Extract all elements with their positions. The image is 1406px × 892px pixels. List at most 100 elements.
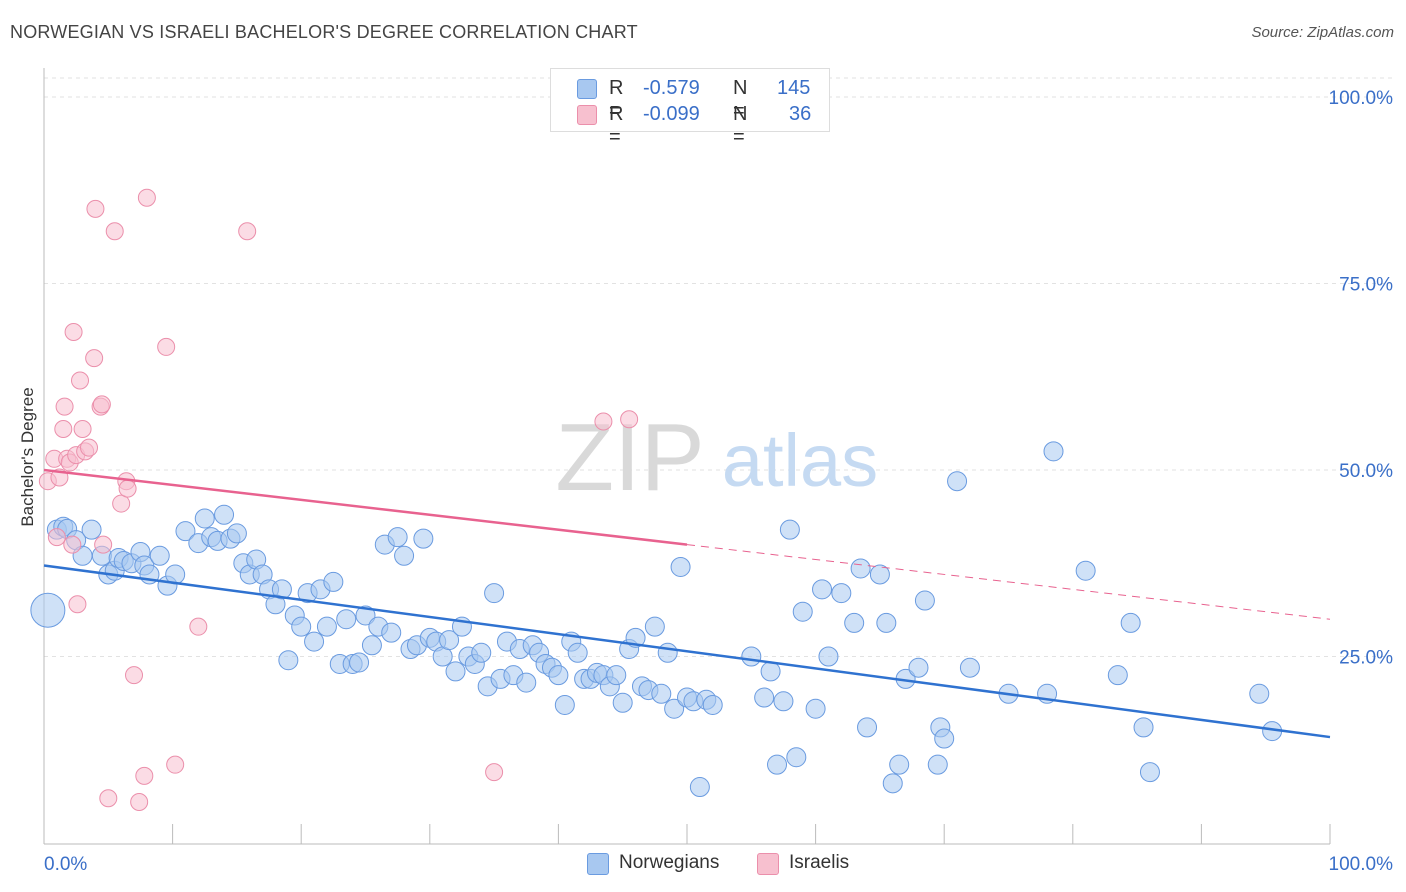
norwegian-point [664, 698, 685, 719]
norwegian-point [149, 545, 170, 566]
israeli-point [47, 528, 66, 547]
norwegian-point [1139, 762, 1160, 783]
norwegian-swatch [577, 79, 597, 99]
israeli-point [157, 337, 176, 356]
israeli-swatch [577, 105, 597, 125]
norwegian-point [413, 528, 434, 549]
israeli-point [85, 349, 104, 368]
x-tick-label-min: 0.0% [44, 854, 87, 875]
norwegian-point [606, 665, 627, 686]
norwegian-point [670, 556, 691, 577]
israeli-point [54, 419, 73, 438]
israeli-point [94, 535, 113, 554]
norwegian-point [291, 616, 312, 637]
israeli-point [68, 595, 87, 614]
norwegian-point [175, 521, 196, 542]
norwegian-point [882, 773, 903, 794]
norwegian-point [214, 504, 235, 525]
legend-r-label: R = [609, 103, 624, 148]
norwegian-point [1120, 612, 1141, 633]
norwegian-point [844, 612, 865, 633]
israeli-point [64, 322, 83, 341]
norwegian-point [278, 650, 299, 671]
israeli-point [135, 766, 154, 785]
y-tick-label: 100.0% [1329, 88, 1394, 109]
israeli-legend-swatch [757, 853, 779, 875]
norwegian-point [30, 592, 66, 628]
norwegian-point [226, 523, 247, 544]
israeli-point [166, 755, 185, 774]
axes [43, 68, 1331, 845]
y-tick-label: 50.0% [1339, 461, 1393, 482]
norwegian-point [554, 694, 575, 715]
chart-title: NORWEGIAN VS ISRAELI BACHELOR'S DEGREE C… [10, 22, 638, 42]
norwegian-point [271, 579, 292, 600]
norwegian-point [831, 583, 852, 604]
norwegian-point [484, 583, 505, 604]
tick-labels: 25.0% 50.0% 75.0% 100.0% 0.0% 100.0% [44, 88, 1393, 875]
norwegian-point [316, 616, 337, 637]
israeli-point [189, 617, 208, 636]
norwegian-point [857, 717, 878, 738]
norwegian-point [805, 698, 826, 719]
norwegian-point [754, 687, 775, 708]
israeli-point [55, 397, 74, 416]
norwegian-trend-line [43, 564, 1331, 739]
source-label: Source: ZipAtlas.com [1251, 24, 1394, 41]
correlation-legend: R = -0.579 N = 145 R = -0.099 N = 36 [550, 68, 830, 148]
norwegian-point [387, 527, 408, 548]
norwegian-point [471, 642, 492, 663]
israeli-point [99, 789, 118, 808]
israeli-point [485, 763, 504, 782]
norwegian-point [567, 642, 588, 663]
norwegian-point [786, 747, 807, 768]
legend-label-israelis: Israelis [789, 852, 850, 873]
legend-r-label: R = [609, 77, 624, 122]
y-tick-label: 25.0% [1339, 648, 1393, 669]
israeli-point [620, 410, 639, 429]
legend-n-label: N = [733, 77, 748, 122]
norwegian-point [702, 694, 723, 715]
norwegian-point [194, 508, 215, 529]
norwegian-point [1075, 560, 1096, 581]
norwegian-point [361, 635, 382, 656]
norwegian-point [445, 661, 466, 682]
norwegian-point [323, 571, 344, 592]
legend-n-value: 145 [777, 77, 811, 99]
x-tick-label-max: 100.0% [1329, 854, 1394, 875]
norwegian-point [934, 728, 955, 749]
norwegian-point [349, 652, 370, 673]
norwegian-point [908, 657, 929, 678]
israeli-point [130, 792, 149, 811]
norwegian-point [869, 564, 890, 585]
israeli-point [73, 419, 92, 438]
legend-r-value: -0.099 [643, 103, 700, 125]
israeli-trend-extension [686, 544, 1331, 620]
israeli-point [80, 438, 99, 457]
israeli-trend-line [43, 468, 688, 546]
norwegian-point [304, 631, 325, 652]
norwegian-point [760, 661, 781, 682]
norwegian-point [1107, 665, 1128, 686]
legend-label-norwegians: Norwegians [619, 852, 720, 873]
norwegian-point [959, 657, 980, 678]
norwegian-point [792, 601, 813, 622]
israeli-point [63, 535, 82, 554]
norwegian-point [927, 754, 948, 775]
norwegian-point [1133, 717, 1154, 738]
norwegian-legend-swatch [587, 853, 609, 875]
legend-n-label: N = [733, 103, 748, 148]
israeli-point [238, 222, 257, 241]
norwegian-point [741, 646, 762, 667]
norwegian-point [644, 616, 665, 637]
norwegian-point [548, 665, 569, 686]
norwegian-point [818, 646, 839, 667]
norwegian-point [1249, 683, 1270, 704]
norwegian-point [689, 777, 710, 798]
norwegian-point [876, 612, 897, 633]
norwegian-point [914, 590, 935, 611]
norwegian-point [1043, 441, 1064, 462]
israeli-point [125, 666, 144, 685]
norwegian-point [81, 519, 102, 540]
norwegian-point [651, 683, 672, 704]
